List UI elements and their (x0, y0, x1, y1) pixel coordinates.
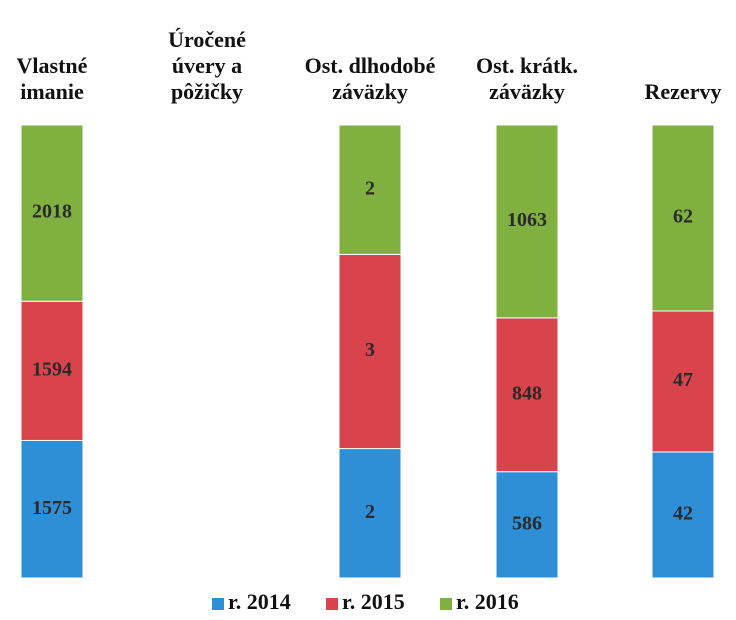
value-label: 42 (673, 503, 693, 525)
bar-segment (495, 471, 559, 579)
bar-segment (20, 439, 84, 579)
legend-swatch (326, 598, 338, 610)
value-label: 1063 (507, 209, 547, 231)
bar-segment (495, 124, 559, 319)
bar-segment (338, 253, 402, 450)
category-label: Ost. dlhodobé záväzky (304, 53, 436, 104)
value-label: 1575 (32, 497, 72, 519)
value-label: 586 (512, 512, 542, 534)
bar-segment (651, 124, 715, 312)
bar-segment (651, 451, 715, 579)
legend-label: r. 2015 (342, 589, 405, 614)
bar-segment (495, 317, 559, 473)
bar-segment (20, 300, 84, 441)
category-label: Ost. krátk. záväzky (475, 53, 579, 104)
legend-swatch (212, 598, 224, 610)
bar-segment (338, 124, 402, 255)
legend-label: r. 2014 (228, 589, 291, 614)
bar-segment (651, 310, 715, 453)
legend-label: r. 2016 (456, 589, 519, 614)
category-label: Vlastné imanie (16, 53, 88, 104)
value-label: 1594 (32, 358, 72, 380)
category-label: Rezervy (644, 79, 722, 104)
value-label: 2 (365, 501, 375, 523)
value-label: 62 (673, 206, 693, 228)
value-label: 2018 (32, 201, 72, 223)
legend-swatch (440, 598, 452, 610)
value-label: 3 (365, 339, 375, 361)
value-label: 848 (512, 382, 542, 404)
value-label: 47 (673, 369, 693, 391)
bar-segment (20, 124, 84, 302)
category-label: Úročené úvery a pôžičky (168, 27, 246, 104)
value-label: 2 (365, 177, 375, 199)
